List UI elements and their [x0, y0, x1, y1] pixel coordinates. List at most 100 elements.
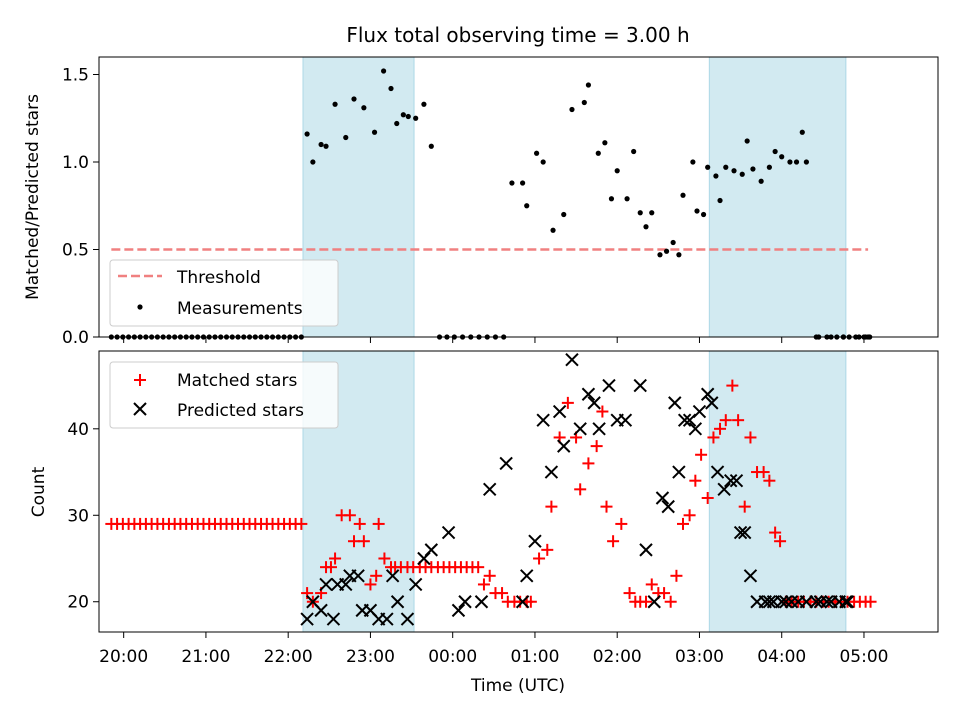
- predicted-point: [775, 595, 789, 609]
- predicted-point: [573, 422, 587, 436]
- ytick-label: 30: [67, 506, 89, 526]
- predicted-point: [668, 396, 682, 410]
- predicted-point: [451, 603, 466, 618]
- measurement-point: [758, 178, 764, 184]
- predicted-point: [762, 595, 777, 609]
- measurement-point: [371, 129, 378, 135]
- ytick-label: 1.0: [62, 153, 89, 173]
- matched-point: [670, 569, 683, 582]
- predicted-point: [813, 595, 828, 609]
- measurement-point: [772, 148, 778, 155]
- measurement-point: [631, 148, 637, 155]
- matched-point: [757, 466, 770, 479]
- predicted-point: [705, 396, 719, 410]
- xtick-label: 23:00: [346, 647, 395, 667]
- measurement-point: [663, 248, 670, 254]
- predicted-point: [385, 569, 400, 583]
- top-panel: 0.0 0.5 1.0 1.5 Matched/Predicted stars Thr…: [23, 56, 939, 348]
- predicted-point: [733, 525, 748, 540]
- measurement-point: [561, 211, 567, 218]
- ytick-label: 20: [67, 593, 89, 613]
- predicted-point: [677, 413, 692, 427]
- bottom-axes-frame: [98, 350, 939, 633]
- predicted-point: [314, 603, 328, 618]
- bottom-yticks: 20 30 40: [67, 420, 99, 613]
- predicted-point: [672, 465, 686, 479]
- measurement-point: [533, 150, 540, 156]
- measurement-point: [793, 159, 800, 165]
- matched-point: [683, 509, 696, 522]
- matched-point: [574, 483, 587, 496]
- measurement-point: [739, 171, 745, 177]
- top-shaded-spans: [302, 56, 847, 338]
- predicted-legend-swatch: [133, 402, 147, 416]
- predicted-point: [724, 473, 738, 488]
- matched-point: [357, 535, 370, 548]
- measurements-legend-swatch: [137, 304, 143, 310]
- measurement-point: [717, 197, 723, 204]
- matched-point: [496, 587, 509, 600]
- predicted-point: [424, 543, 439, 557]
- predicted-point: [408, 577, 423, 592]
- predicted-point: [688, 422, 703, 436]
- predicted-point: [779, 595, 793, 609]
- predicted-point: [633, 378, 647, 393]
- predicted-points: [300, 352, 855, 626]
- matched-point: [324, 561, 337, 574]
- measurements-legend-label: Measurements: [177, 299, 303, 319]
- bottom-ylabel: Count: [29, 466, 49, 517]
- matched-point: [590, 440, 603, 453]
- shaded-span-2: [708, 56, 847, 338]
- shaded-span-2: [708, 350, 847, 633]
- xtick-label: 21:00: [181, 647, 230, 667]
- measurement-point: [540, 159, 546, 165]
- top-points: [108, 68, 873, 340]
- measurement-point: [643, 224, 649, 230]
- measurement-point: [670, 239, 676, 246]
- predicted-point: [499, 456, 513, 471]
- measurement-point: [624, 196, 630, 202]
- measurement-point: [428, 143, 434, 149]
- predicted-point: [351, 569, 365, 583]
- matched-point: [645, 578, 658, 591]
- predicted-point: [528, 534, 542, 548]
- predicted-point: [458, 595, 472, 609]
- measurement-point: [690, 159, 696, 165]
- matched-point: [343, 509, 356, 522]
- measurement-point: [750, 166, 756, 172]
- measurement-point: [680, 192, 686, 198]
- matched-point: [533, 552, 546, 565]
- matched-point: [639, 595, 652, 608]
- predicted-legend-label: Predicted stars: [177, 401, 304, 421]
- measurement-point: [595, 150, 601, 156]
- xtick-label: 02:00: [593, 647, 642, 667]
- matched-point: [370, 569, 383, 582]
- measurement-point: [388, 85, 394, 92]
- matched-point: [524, 595, 537, 608]
- measurement-point: [413, 115, 419, 121]
- predicted-point: [717, 482, 731, 497]
- measurement-point: [581, 99, 587, 106]
- measurement-point: [520, 180, 526, 186]
- measurement-point: [332, 101, 338, 107]
- top-xticks: [123, 337, 865, 343]
- matched-point: [372, 517, 385, 530]
- predicted-point: [581, 387, 596, 401]
- matched-point: [774, 535, 787, 548]
- measurement-point: [394, 120, 400, 127]
- bottom-shaded-spans: [302, 350, 847, 633]
- measurement-point: [694, 208, 700, 214]
- measurement-point: [787, 159, 793, 165]
- matched-point: [695, 448, 708, 461]
- xtick-label: 03:00: [675, 647, 724, 667]
- predicted-point: [587, 396, 601, 410]
- predicted-point: [639, 543, 653, 557]
- measurement-point: [657, 252, 663, 258]
- matched-point: [658, 587, 671, 600]
- measurement-point: [323, 143, 329, 149]
- top-legend-box: [109, 259, 339, 327]
- predicted-point: [483, 482, 497, 497]
- predicted-point: [319, 577, 333, 592]
- matched-point: [707, 431, 720, 444]
- matched-legend-swatch: [134, 374, 146, 386]
